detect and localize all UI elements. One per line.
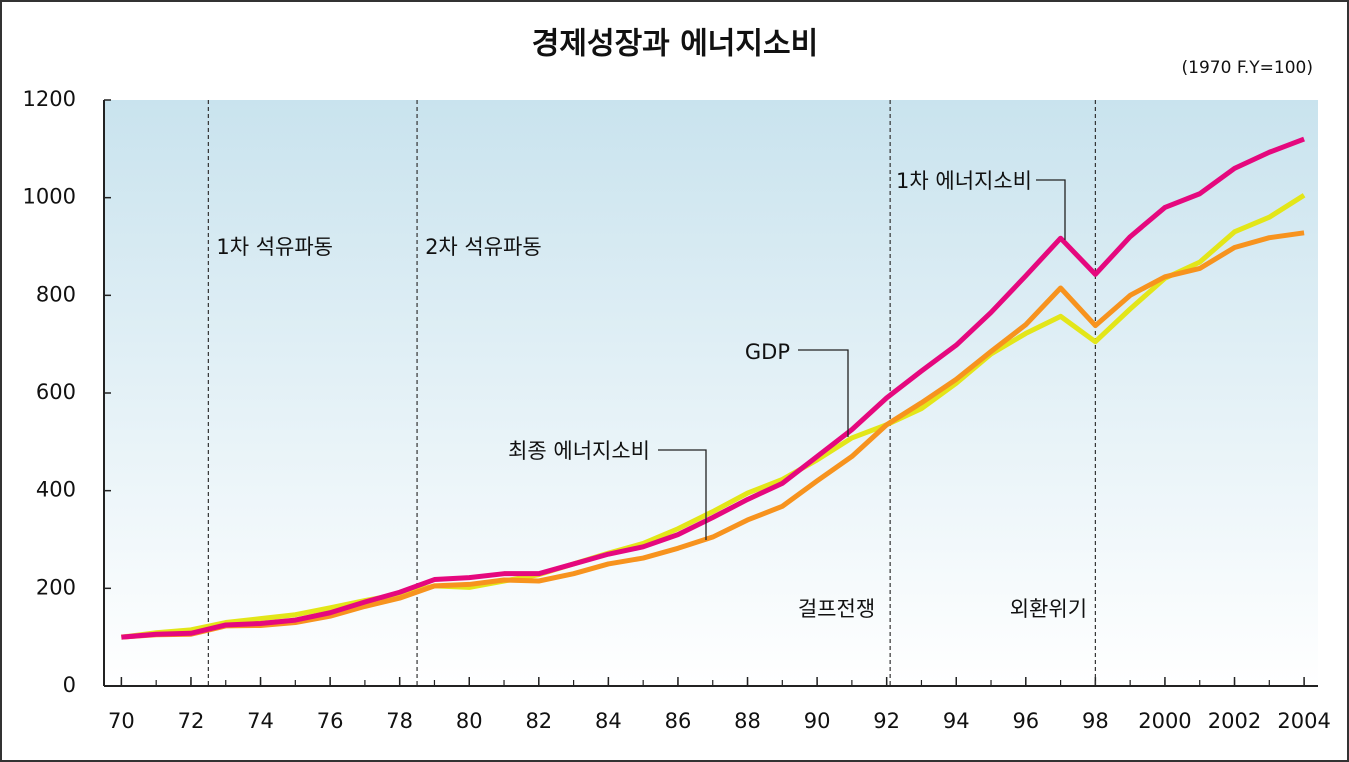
x-tick-label: 80 (456, 709, 483, 733)
x-tick-label: 2000 (1138, 709, 1191, 733)
leader-line (658, 449, 707, 540)
series-line (121, 193, 1306, 640)
subtitle: (1970 F.Y=100) (1182, 58, 1313, 78)
x-tick-label: 2004 (1277, 709, 1330, 733)
x-tick-label: 76 (317, 709, 344, 733)
x-tick-label: 78 (386, 709, 413, 733)
x-tick-label: 2002 (1208, 709, 1261, 733)
series-line (121, 230, 1305, 640)
chart-title: 경제성장과 에너지소비 (532, 27, 818, 62)
x-tick-label: 82 (525, 709, 552, 733)
x-tick-label: 86 (665, 709, 692, 733)
x-tick-label: 74 (247, 709, 274, 733)
y-tick-label: 200 (36, 575, 76, 599)
plot-area (104, 100, 1318, 686)
x-tick-label: 72 (178, 709, 205, 733)
event-label: 걸프전쟁 (798, 597, 875, 621)
x-tick-label: 88 (734, 709, 761, 733)
event-label: 외환위기 (1010, 597, 1087, 621)
y-tick-label: 800 (36, 282, 76, 306)
series-label: GDP (745, 340, 790, 364)
x-tick-label: 96 (1012, 709, 1039, 733)
x-tick-label: 98 (1082, 709, 1109, 733)
leader-line (798, 349, 849, 437)
event-label: 1차 석유파동 (216, 235, 333, 259)
x-tick-label: 94 (943, 709, 970, 733)
series-label: 최종 에너지소비 (508, 439, 650, 463)
y-tick-label: 600 (36, 380, 76, 404)
y-tick-label: 0 (63, 673, 76, 697)
y-tick-label: 1000 (23, 185, 76, 209)
series-label: 1차 에너지소비 (896, 169, 1032, 193)
y-tick-label: 400 (36, 478, 76, 502)
event-label: 2차 석유파동 (425, 235, 542, 259)
x-tick-label: 70 (108, 709, 135, 733)
x-tick-label: 84 (595, 709, 622, 733)
x-tick-label: 92 (873, 709, 900, 733)
leader-line (1036, 179, 1066, 240)
series-line (121, 136, 1305, 640)
y-tick-label: 1200 (23, 87, 76, 111)
x-tick-label: 90 (804, 709, 831, 733)
